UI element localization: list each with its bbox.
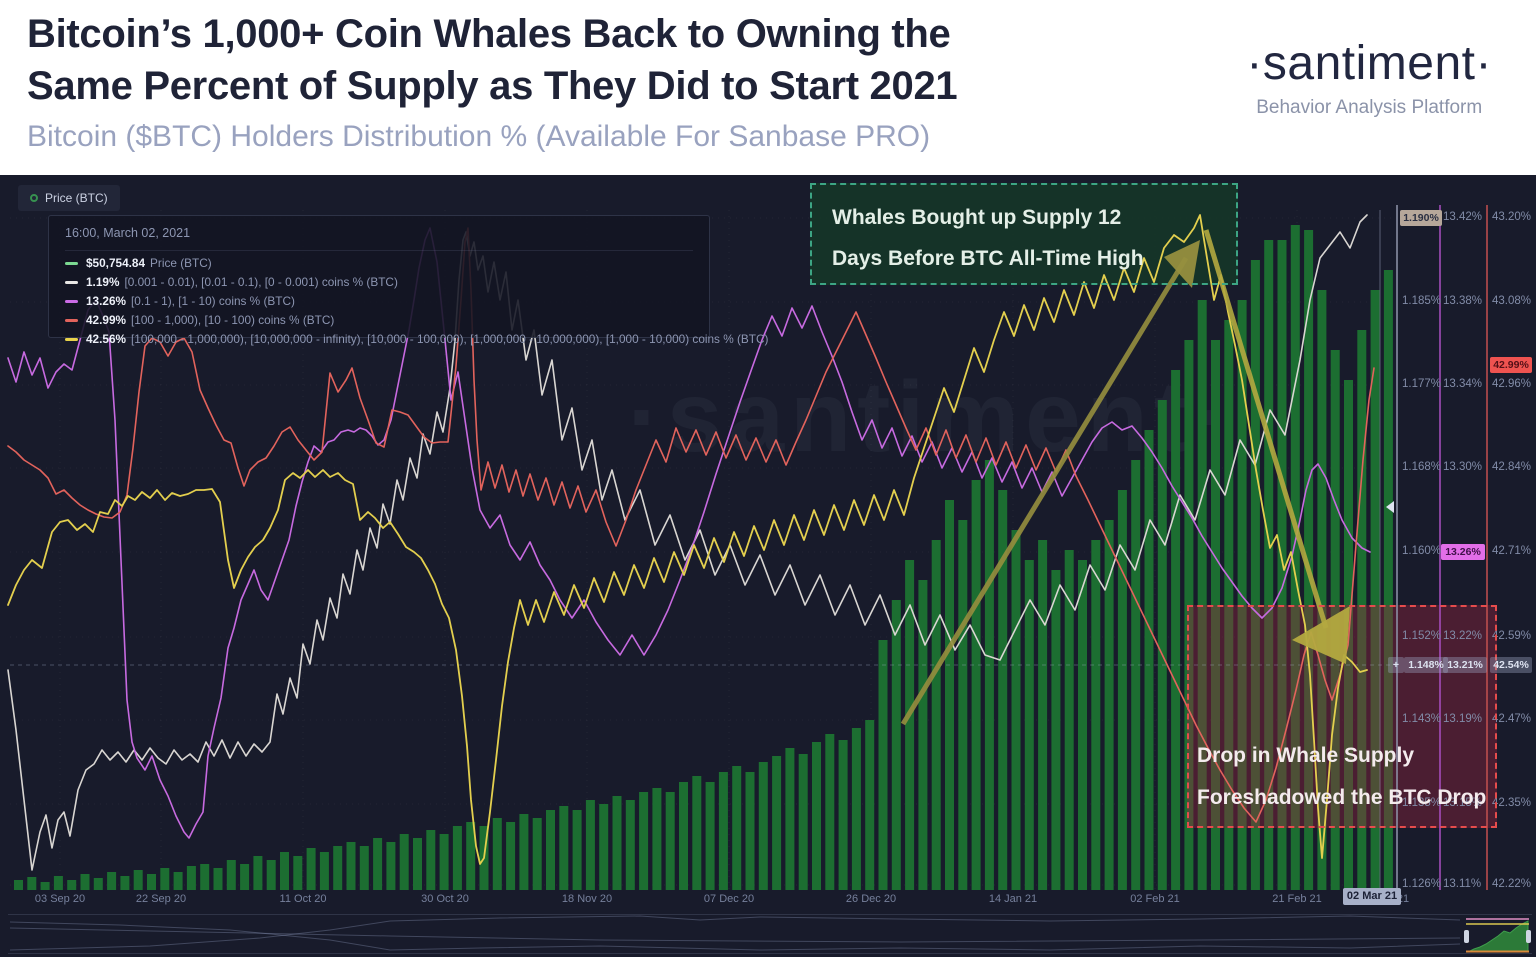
annotation-drop-box: Drop in Whale Supply Foreshadowed the BT… [1187,605,1497,828]
price-tab-label: Price (BTC) [45,191,108,205]
series-dash-icon [65,337,78,341]
series-value: 42.99% [86,313,127,327]
annotation-whales-bg [810,183,1238,285]
brand-tagline: Behavior Analysis Platform [1256,97,1483,118]
x-axis-label: 02 Feb 21 [1130,893,1180,905]
navigator-handle-left[interactable] [1464,930,1469,943]
tooltip-legend: $50,754.84 Price (BTC) 1.19% [0.001 - 0.01)… [65,256,768,346]
brand: ·santiment· Behavior Analysis Platform [1246,36,1492,119]
title-line1: Bitcoin’s 1,000+ Coin Whales Back to Own… [27,12,951,56]
series-label: [0.001 - 0.01), [0.01 - 0.1), [0 - 0.001… [124,275,398,289]
tooltip-row: 42.56% [100,000 - 1,000,000), [10,000,000… [65,332,768,346]
axis-tick-label: 1.135% [1402,797,1442,809]
axis-value-badge: 13.26% [1441,544,1485,560]
axis-tick-label: 1.177% [1402,378,1442,390]
header: Bitcoin’s 1,000+ Coin Whales Back to Own… [0,0,1536,175]
series-label: [100,000 - 1,000,000), [10,000,000 - inf… [131,332,769,346]
tooltip-row: 13.26% [0.1 - 1), [1 - 10) coins % (BTC) [65,294,693,308]
tooltip-row: $50,754.84 Price (BTC) [65,256,693,270]
axis-tick-label: 13.42% [1443,211,1483,223]
x-axis-label: 11 Oct 20 [279,893,327,905]
navigator-handle-right[interactable] [1526,930,1531,943]
axis-tick-label: 42.71% [1492,545,1532,557]
axis-tick-label: 1.143% [1402,713,1442,725]
crosshair-value-badge: 13.21% [1443,657,1487,673]
axis-tick-label: 13.19% [1443,713,1483,725]
x-axis-label: 26 Dec 20 [845,893,897,905]
axis-tick-label: 13.22% [1443,630,1483,642]
tooltip-panel: 16:00, March 02, 2021 $50,754.84 Price (B… [48,215,768,346]
axis-tick-label: 42.84% [1492,461,1532,473]
tooltip-row: 1.19% [0.001 - 0.01), [0.01 - 0.1), [0 - … [65,275,693,289]
crosshair-date-badge: 02 Mar 21 [1343,888,1401,905]
x-axis-label: 21 Feb 21 [1272,893,1322,905]
series-color-dot-icon [30,194,38,202]
chart-panel[interactable]: ·santiment· Price (BTC) 16:00, March 02,… [0,175,1536,957]
axis-tick-label: 43.08% [1492,295,1532,307]
x-axis-label: 22 Sep 20 [135,893,187,905]
series-label: [0.1 - 1), [1 - 10) coins % (BTC) [131,294,295,308]
axis-tick-label: 1.168% [1402,461,1442,473]
series-dash-icon [65,280,78,284]
axis-tick-label: 13.15% [1443,797,1483,809]
x-axis-label: 30 Oct 20 [421,893,469,905]
annotation-whales-text: Whales Bought up Supply 12 Days Before B… [832,206,1144,270]
axis-tick-label: 1.185% [1402,295,1442,307]
series-label: [100 - 1,000), [10 - 100) coins % (BTC) [131,313,335,327]
page-subtitle: Bitcoin ($BTC) Holders Distribution % (A… [27,120,931,153]
page-title: Bitcoin’s 1,000+ Coin Whales Back to Own… [27,8,958,112]
tooltip-timestamp: 16:00, March 02, 2021 [65,226,693,251]
axis-tick-label: 13.11% [1443,878,1482,890]
x-axis-label: 14 Jan 21 [988,893,1038,905]
axis-tick-label: 42.35% [1492,797,1532,809]
axis-tick-label: 1.126% [1402,878,1442,890]
crosshair-plus-icon: + [1388,657,1404,673]
series-label: Price (BTC) [150,256,212,270]
axis-tick-label: 42.96% [1492,378,1532,390]
series-dash-icon [65,299,78,303]
axis-tick-label: 42.22% [1492,878,1532,890]
series-dash-icon [65,318,78,322]
series-value: 42.56% [86,332,127,346]
axis-tick-label: 42.47% [1492,713,1532,725]
axis-tick-label: 13.30% [1443,461,1483,473]
axis-tick-label: 1.160% [1402,545,1442,557]
axis-tick-label: 1.152% [1402,630,1442,642]
axis-tick-label: 13.38% [1443,295,1483,307]
crosshair-value-badge: 42.54% [1490,657,1532,673]
axis-tick-label: 43.20% [1492,211,1532,223]
series-value: $50,754.84 [86,256,146,270]
axis-tick-label: 42.59% [1492,630,1532,642]
annotation-drop-text: Drop in Whale Supply Foreshadowed the BT… [1197,744,1487,809]
price-tab[interactable]: Price (BTC) [18,185,120,211]
crosshair-value-badge: 1.148% [1404,657,1448,673]
x-axis-label: 18 Nov 20 [561,893,613,905]
axis-tick-label: 13.34% [1443,378,1483,390]
x-axis-label: 03 Sep 20 [34,893,86,905]
annotation-whales-box: Whales Bought up Supply 12 Days Before B… [810,183,1238,285]
axis-value-badge: 42.99% [1490,357,1532,373]
axis-marker-triangle-icon [1386,501,1394,513]
series-dash-icon [65,261,78,265]
santiment-logo: ·santiment· [1246,37,1492,90]
tooltip-row: 42.99% [100 - 1,000), [10 - 100) coins % … [65,313,693,327]
series-value: 13.26% [86,294,127,308]
title-line2: Same Percent of Supply as They Did to St… [27,64,958,108]
axis-value-badge: 1.190% [1400,210,1442,226]
x-axis-label: 07 Dec 20 [703,893,755,905]
series-value: 1.19% [86,275,120,289]
